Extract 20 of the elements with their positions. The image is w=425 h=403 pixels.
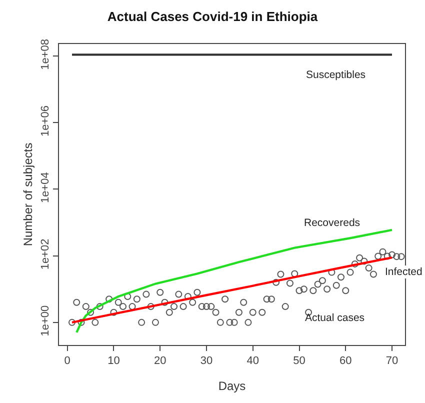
x-axis-title: Days [218, 379, 246, 394]
y-tick-label: 1e+02 [40, 238, 52, 270]
series-label: Actual cases [305, 312, 365, 324]
x-tick-label: 60 [340, 355, 352, 368]
series-label: Infected [385, 266, 423, 278]
x-tick-label: 40 [246, 355, 259, 368]
y-tick-label: 1e+08 [40, 38, 52, 70]
chart-title: Actual Cases Covid-19 in Ethiopia [107, 9, 318, 24]
x-tick-label: 0 [64, 355, 70, 368]
series-label: Susceptibles [306, 69, 366, 81]
series-label: Recovereds [304, 217, 360, 229]
x-tick-label: 30 [200, 355, 213, 368]
x-tick-label: 70 [386, 355, 398, 368]
x-tick-label: 50 [293, 355, 306, 368]
y-tick-label: 1e+00 [40, 305, 52, 336]
x-tick-label: 10 [108, 355, 120, 368]
x-tick-label: 20 [154, 355, 166, 368]
y-tick-label: 1e+04 [40, 172, 52, 204]
y-tick-label: 1e+06 [40, 106, 52, 136]
y-axis-title: Number of subjects [20, 142, 35, 246]
